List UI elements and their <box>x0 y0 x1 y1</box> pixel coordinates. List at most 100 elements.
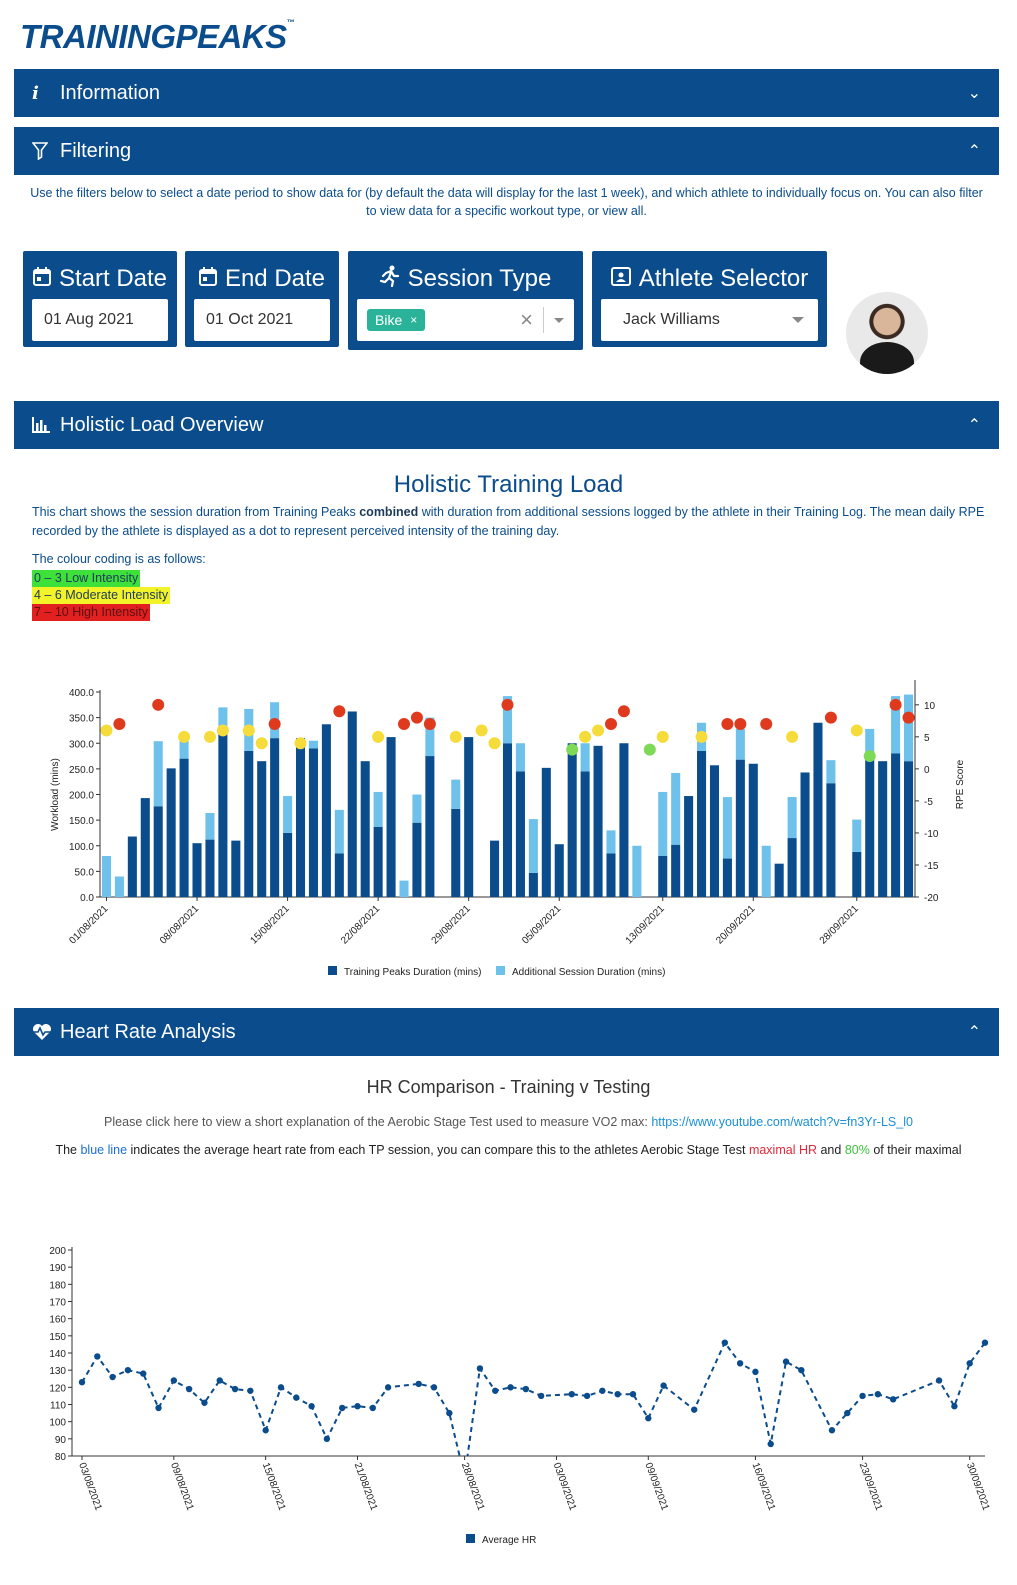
rpe-dot <box>423 718 436 731</box>
y-tick-label: 120 <box>49 1383 66 1394</box>
chip-remove-icon[interactable]: × <box>410 313 418 327</box>
rpe-dot <box>566 743 579 756</box>
x-tick-label: 03/09/2021 <box>551 1461 579 1512</box>
rpe-dot <box>449 730 462 743</box>
average-hr-point <box>966 1360 973 1367</box>
average-hr-point <box>599 1387 606 1394</box>
rpe-dot <box>850 724 863 737</box>
chevron-up-icon[interactable]: ⌃ <box>967 417 981 434</box>
y2-tick-label: -5 <box>924 797 933 808</box>
tp-duration-bar <box>593 745 603 897</box>
y-tick-label: 110 <box>50 1401 66 1412</box>
tp-duration-bar <box>192 843 202 897</box>
chevron-down-icon[interactable]: ⌄ <box>967 85 981 102</box>
end-date-label: End Date <box>224 265 326 292</box>
x-tick-label: 01/08/2021 <box>67 903 110 946</box>
athlete-select[interactable]: Jack Williams <box>601 299 818 341</box>
session-type-select[interactable]: Bike × × <box>357 299 574 341</box>
average-hr-point <box>308 1403 315 1410</box>
x-tick-label: 15/08/2021 <box>249 903 292 946</box>
additional-duration-bar <box>179 740 189 759</box>
tp-duration-bar <box>787 838 797 897</box>
information-panel-header[interactable]: i Information ⌄ <box>14 69 999 117</box>
average-hr-point <box>981 1339 989 1346</box>
tp-duration-bar <box>671 844 681 897</box>
rpe-dot <box>592 724 605 737</box>
average-hr-point <box>935 1377 943 1384</box>
session-type-label: Session Type <box>407 265 552 292</box>
average-hr-point <box>231 1385 239 1393</box>
clear-icon[interactable]: × <box>520 307 533 332</box>
dropdown-arrow-icon[interactable] <box>792 317 804 323</box>
legend-swatch-additional <box>496 966 505 975</box>
dropdown-arrow-icon[interactable] <box>554 317 564 323</box>
holistic-panel-header[interactable]: Holistic Load Overview ⌃ <box>14 401 999 449</box>
average-hr-point <box>614 1391 621 1398</box>
average-hr-point <box>859 1392 866 1400</box>
additional-duration-bar <box>528 819 538 873</box>
end-date-input[interactable]: 01 Oct 2021 <box>194 299 330 341</box>
tp-duration-bar <box>127 836 137 897</box>
rpe-dot <box>203 730 216 743</box>
trainingpeaks-logo: TRAININGPEAKS™ <box>20 18 295 55</box>
rpe-dot <box>294 737 307 750</box>
average-hr-point <box>828 1427 836 1434</box>
tp-duration-bar <box>502 743 513 897</box>
tp-duration-bar <box>425 756 435 897</box>
additional-duration-bar <box>787 797 797 839</box>
legend-swatch-tp <box>328 966 337 975</box>
divider <box>543 307 544 333</box>
rpe-dot <box>475 724 488 737</box>
additional-duration-bar <box>218 707 228 733</box>
y2-tick-label: -20 <box>924 893 939 904</box>
tp-duration-bar <box>800 772 810 897</box>
average-hr-point <box>522 1385 530 1393</box>
start-date-card: Start Date 01 Aug 2021 <box>23 251 177 347</box>
tp-duration-bar <box>865 753 875 897</box>
average-hr-point <box>124 1366 132 1374</box>
legend-high-intensity: 7 – 10 High Intensity <box>32 604 150 621</box>
additional-duration-bar <box>761 845 771 897</box>
filtering-panel-header[interactable]: Filtering ⌃ <box>14 127 999 175</box>
chevron-up-icon[interactable]: ⌃ <box>967 1024 981 1041</box>
tp-duration-bar <box>451 808 461 897</box>
filtering-title: Filtering <box>60 139 132 162</box>
youtube-link[interactable]: https://www.youtube.com/watch?v=fn3Yr-LS… <box>651 1115 913 1129</box>
filter-description: Use the filters below to select a date p… <box>30 186 983 218</box>
tp-duration-bar <box>606 853 616 897</box>
additional-duration-bar <box>580 743 590 772</box>
additional-duration-bar <box>658 791 668 856</box>
tp-duration-bar <box>735 759 745 897</box>
athlete-name: Jack Williams <box>623 311 720 328</box>
start-date-input[interactable]: 01 Aug 2021 <box>32 299 168 341</box>
filter-icon <box>32 142 60 160</box>
rpe-dot <box>721 718 734 731</box>
average-hr-point <box>889 1396 897 1403</box>
rpe-dot <box>372 730 385 743</box>
average-hr-point <box>430 1384 438 1391</box>
rpe-dot <box>152 698 165 711</box>
holistic-chart-title: Holistic Training Load <box>393 471 624 498</box>
average-hr-point <box>691 1406 698 1413</box>
average-hr-point <box>782 1358 790 1365</box>
heart-rate-panel-header[interactable]: Heart Rate Analysis ⌃ <box>14 1008 999 1056</box>
legend-label-additional: Additional Session Duration (mins) <box>512 967 665 978</box>
average-hr-point <box>629 1391 637 1398</box>
y2-tick-label: -15 <box>924 861 939 872</box>
rpe-dot <box>398 718 411 731</box>
average-hr-line <box>81 1340 986 1456</box>
tp-duration-bar <box>528 872 538 897</box>
x-tick-label: 15/08/2021 <box>260 1461 288 1512</box>
x-tick-label: 21/08/2021 <box>352 1461 380 1512</box>
calendar-icon <box>198 265 217 293</box>
tp-duration-bar <box>321 724 331 897</box>
id-card-icon <box>610 265 631 293</box>
legend-low-intensity: 0 – 3 Low Intensity <box>32 570 141 587</box>
y2-tick-label: 5 <box>924 733 930 744</box>
x-tick-label: 22/08/2021 <box>339 903 382 946</box>
average-hr-point <box>185 1385 193 1393</box>
athlete-selector-label: Athlete Selector <box>638 265 809 292</box>
rpe-dot <box>100 724 113 737</box>
chevron-up-icon[interactable]: ⌃ <box>967 143 981 160</box>
session-chip-bike[interactable]: Bike × <box>367 309 426 331</box>
